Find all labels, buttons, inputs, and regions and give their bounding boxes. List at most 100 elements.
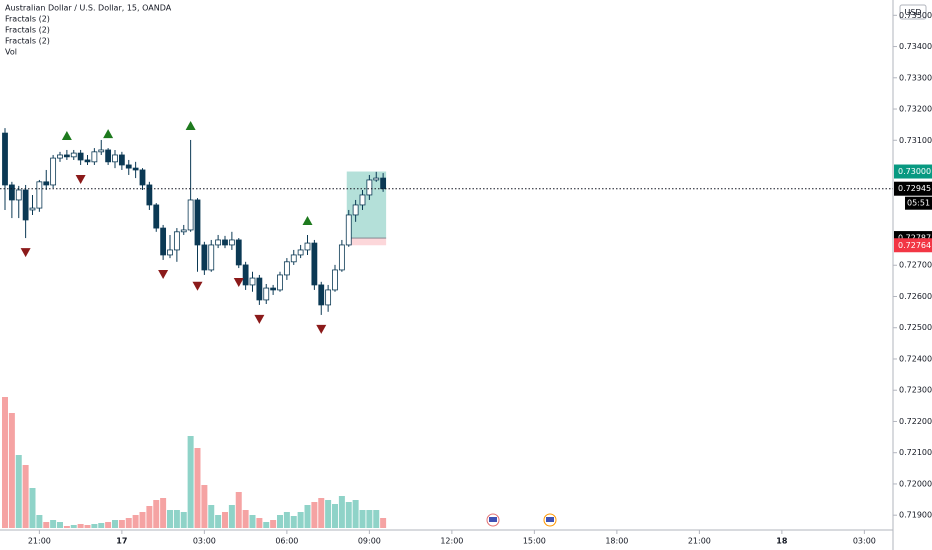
volume-bar	[139, 512, 146, 528]
volume-bar	[153, 500, 160, 528]
y-tick-label: 0.73100	[899, 136, 932, 145]
candle-body	[167, 249, 173, 256]
y-tick-label: 0.72300	[899, 386, 932, 395]
candle-body	[15, 189, 22, 201]
volume-bar	[352, 500, 359, 528]
fractal-up	[302, 215, 313, 225]
volume-bar	[70, 525, 77, 528]
fractal-down	[75, 174, 86, 184]
y-tick-label: 0.72500	[899, 323, 932, 332]
x-tick-label: 03:00	[853, 537, 876, 546]
price-badge-label: 0.72764	[898, 241, 931, 250]
candle-body	[91, 151, 98, 163]
candle-body	[318, 284, 325, 306]
volume-bar	[125, 518, 132, 528]
volume-bar	[180, 512, 187, 528]
volume-bar	[84, 525, 91, 528]
volume-bar	[304, 505, 311, 528]
event-icon[interactable]	[486, 513, 500, 527]
fractal-down	[254, 314, 265, 324]
candle-body	[222, 239, 228, 246]
volume-bar	[222, 512, 228, 528]
event-flag-part	[546, 517, 554, 522]
volume-bar	[146, 506, 153, 528]
candle-body	[332, 269, 338, 291]
fractal-down	[192, 281, 203, 291]
fractal-down	[158, 269, 169, 279]
candle-body	[283, 261, 290, 276]
candle-body	[63, 154, 70, 158]
y-tick-label: 0.72000	[899, 479, 932, 488]
countdown: 05:51	[907, 199, 930, 208]
volume-bar	[215, 515, 222, 528]
candle-body	[2, 132, 8, 186]
candle-body	[297, 249, 304, 256]
volume-bar	[201, 485, 208, 528]
candle-body	[173, 231, 180, 251]
candle-body	[373, 177, 380, 181]
y-tick-label: 0.72100	[899, 448, 932, 457]
x-tick-label: 21:00	[28, 537, 51, 546]
volume-bar	[283, 512, 290, 528]
candle-body	[215, 239, 222, 246]
candle-body	[180, 229, 187, 233]
volume-bar	[263, 522, 270, 528]
candle-body	[43, 181, 50, 186]
volume-bar	[256, 518, 263, 528]
y-tick-label: 0.73200	[899, 105, 932, 114]
candle-body	[132, 167, 139, 171]
volume-bar	[345, 502, 352, 528]
y-tick-label: 0.73400	[899, 42, 932, 51]
volume-bar	[112, 520, 118, 528]
volume-bar	[359, 510, 366, 528]
volume-bar	[235, 492, 242, 528]
symbol-title: Australian Dollar / U.S. Dollar, 15, OAN…	[5, 4, 172, 13]
volume-bar	[57, 522, 63, 528]
candle-body	[277, 274, 283, 291]
fractal-up	[185, 120, 196, 130]
y-tick-label: 0.72400	[899, 354, 932, 363]
candle-body	[338, 244, 345, 271]
candle-body	[290, 254, 297, 263]
volume-bar	[270, 520, 277, 528]
candle-body	[50, 157, 57, 186]
candle-body	[77, 152, 84, 161]
candle-body	[98, 149, 105, 153]
candle-body	[263, 287, 270, 301]
volume-bar	[50, 520, 57, 528]
candle-body	[208, 244, 215, 271]
candle-body	[160, 227, 167, 256]
y-tick-label: 0.73300	[899, 73, 932, 82]
indicator-label: Fractals (2)	[5, 26, 50, 35]
candle-body	[242, 264, 249, 286]
x-tick-label: 03:00	[193, 537, 216, 546]
volume-bar	[242, 510, 249, 528]
volume-bar	[277, 515, 283, 528]
event-icon[interactable]	[543, 513, 557, 527]
candle-body	[125, 164, 132, 169]
candle-body	[70, 152, 77, 158]
x-tick-label: 15:00	[523, 537, 546, 546]
x-tick-label: 21:00	[688, 537, 711, 546]
candle-body	[153, 204, 160, 229]
candle-body	[146, 184, 153, 206]
volume-bar	[105, 522, 112, 528]
price-badge-label: 0.72945	[898, 184, 931, 193]
volume-bar	[208, 505, 215, 528]
candle-body	[311, 242, 318, 286]
volume-bar	[290, 516, 297, 528]
candle-body	[36, 181, 43, 209]
volume-bar	[373, 510, 380, 528]
volume-bar	[77, 524, 84, 528]
candle-body	[201, 244, 208, 271]
candle-body	[235, 239, 242, 266]
currency-box[interactable]	[899, 4, 927, 20]
x-tick-label: 17	[116, 537, 127, 546]
candle-body	[105, 149, 112, 163]
volume-bar	[2, 397, 8, 528]
candle-body	[256, 277, 263, 301]
y-tick-label: 0.72200	[899, 417, 932, 426]
y-tick-label: 0.72600	[899, 292, 932, 301]
volume-bar	[63, 526, 70, 528]
